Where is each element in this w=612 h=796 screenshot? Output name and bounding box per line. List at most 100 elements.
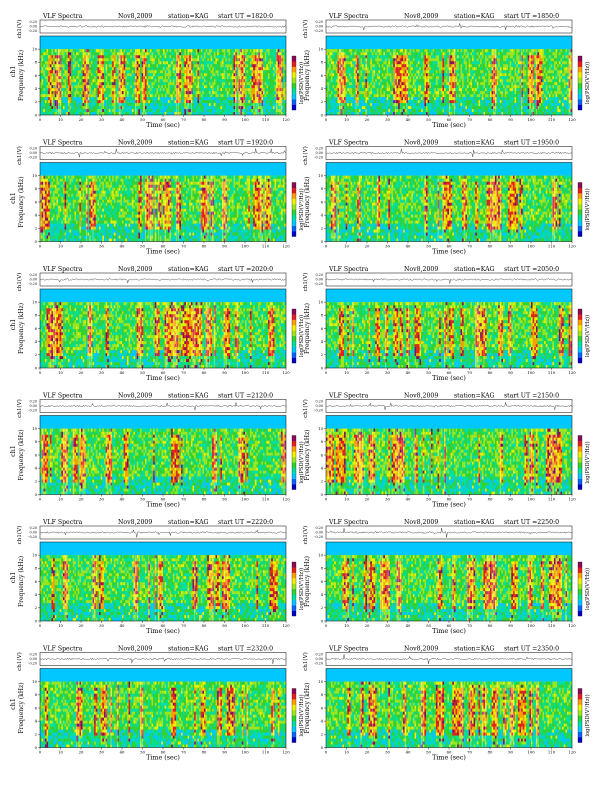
spectrogram-cell (170, 106, 172, 109)
panel-start-ut: start UT =1850:0 (504, 13, 559, 20)
spectrogram-cell (84, 58, 86, 61)
spectrogram-cell (224, 103, 226, 106)
spectrogram-cell (68, 64, 70, 67)
spectrogram-cell (112, 55, 114, 58)
spectrogram-cell (70, 70, 72, 73)
spectrogram-cell (171, 49, 173, 52)
spectrogram-cell (275, 61, 277, 64)
spectrogram-cell (199, 55, 201, 58)
spectrogram-cell (242, 55, 244, 58)
spectrogram-cell (202, 112, 204, 115)
spectrogram-cell (202, 76, 204, 79)
spectrogram-cell (206, 88, 208, 91)
spectrogram-cell (247, 103, 249, 106)
sferic-gap (58, 49, 59, 115)
spectrogram-cell (40, 61, 42, 64)
spectrogram-cell (245, 49, 247, 52)
spectrogram-cell (114, 73, 116, 76)
spectrogram-cell (84, 70, 86, 73)
spectrogram-cell (65, 112, 67, 115)
spectrogram-cell (114, 94, 116, 97)
spectrogram-cell (111, 94, 113, 97)
spectrogram-cell (224, 82, 226, 85)
spectrogram-cell (265, 58, 267, 61)
spectrogram-cell (168, 70, 170, 73)
spectrogram-cell (331, 82, 333, 85)
spectrogram-cell (229, 73, 231, 76)
spectrogram-cell (40, 100, 42, 103)
spectrogram-cell (336, 76, 338, 79)
spectrogram-cell (79, 49, 81, 52)
spectrogram-cell (133, 106, 135, 109)
spectrogram-cell (217, 106, 219, 109)
spectrogram-cell (129, 91, 131, 94)
spectrogram-cell (196, 79, 198, 82)
spectrogram-cell (352, 109, 354, 112)
spectrogram-cell (137, 64, 139, 67)
spectrogram-cell (207, 109, 209, 112)
spectrogram-cell (160, 64, 162, 67)
spectrogram-cell (117, 49, 119, 52)
colorbar-segment (292, 99, 296, 105)
spectrogram-cell (117, 85, 119, 88)
spectrogram-cell (202, 85, 204, 88)
spectrogram-cell (217, 100, 219, 103)
spectrogram-cell (152, 88, 154, 91)
spectrogram-cell (76, 82, 78, 85)
spectrogram-cell (253, 49, 255, 52)
spectrogram-cell (260, 94, 262, 97)
spectrogram-cell (224, 88, 226, 91)
spectrogram-cell (170, 112, 172, 115)
spectrogram-cell (211, 76, 213, 79)
spectrogram-cell (196, 91, 198, 94)
spectrogram-cell (215, 61, 217, 64)
spectrogram-cell (156, 82, 158, 85)
spectrogram-cell (206, 70, 208, 73)
spectrogram-cell (278, 85, 280, 88)
spectrogram-cell (352, 64, 354, 67)
spectrogram-cell (357, 109, 359, 112)
spectrogram-cell (50, 112, 52, 115)
spectrogram-cell (183, 64, 185, 67)
colorbar-segment (292, 83, 296, 89)
spectrogram-cell (242, 82, 244, 85)
spectrogram-cell (183, 70, 185, 73)
spectrogram-cell (206, 79, 208, 82)
spectrogram-cell (263, 79, 265, 82)
spectrogram-cell (138, 82, 140, 85)
spectrogram-cell (265, 76, 267, 79)
spectrogram-cell (111, 67, 113, 70)
spectrogram-cell (66, 70, 68, 73)
spectrogram-cell (184, 61, 186, 64)
spectrogram-cell (351, 49, 353, 52)
spectrogram-cell (255, 82, 257, 85)
spectrogram-cell (225, 49, 227, 52)
spectrogram-cell (245, 67, 247, 70)
spectrogram-cell (43, 97, 45, 100)
spectrogram-cell (219, 73, 221, 76)
spectrogram-cell (360, 73, 362, 76)
spectrogram-cell (217, 73, 219, 76)
spectrogram-cell (263, 94, 265, 97)
spectrogram-cell (234, 61, 236, 64)
spectrogram-cell (215, 85, 217, 88)
spectrogram-cell (53, 94, 55, 97)
spectrogram-cell (204, 100, 206, 103)
spectrogram-cell (76, 70, 78, 73)
spectrogram-cell (252, 52, 254, 55)
spectrogram-cell (124, 61, 126, 64)
spectrogram-cell (347, 82, 349, 85)
spectrogram-cell (207, 106, 209, 109)
x-tick-label: 0 (39, 117, 42, 122)
spectrogram-cell (250, 61, 252, 64)
spectrogram-cell (197, 88, 199, 91)
spectrogram-cell (179, 61, 181, 64)
spectrogram-cell (79, 106, 81, 109)
spectrogram-cell (329, 82, 331, 85)
spectrogram-cell (163, 61, 165, 64)
spectrogram-cell (148, 70, 150, 73)
spectrogram-cell (161, 49, 163, 52)
spectrogram-cell (359, 67, 361, 70)
spectrogram-cell (174, 61, 176, 64)
spectrogram-cell (253, 97, 255, 100)
